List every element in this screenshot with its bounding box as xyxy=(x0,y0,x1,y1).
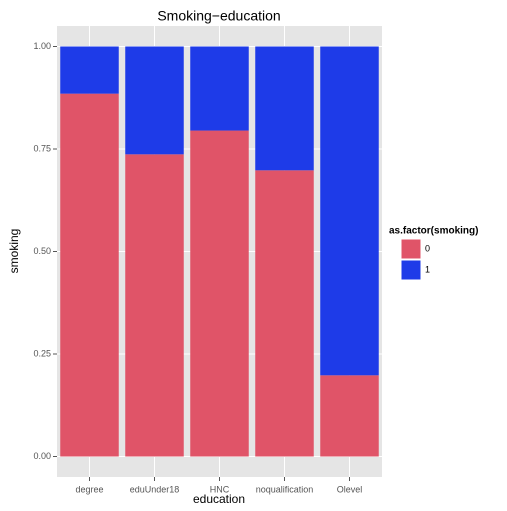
bar-segment xyxy=(255,170,314,457)
legend-label: 0 xyxy=(425,243,430,253)
y-tick-label: 0.75 xyxy=(33,143,51,153)
x-axis-label: education xyxy=(193,492,245,506)
x-tick-label: Olevel xyxy=(337,484,363,494)
x-tick-label: eduUnder18 xyxy=(130,484,180,494)
chart-title: Smoking−education xyxy=(157,8,280,24)
bar-segment xyxy=(320,375,379,457)
legend-swatch xyxy=(400,238,422,260)
x-tick-label: HNC xyxy=(210,484,230,494)
bar-segment xyxy=(320,46,379,376)
bar-segment xyxy=(60,93,119,457)
bar-segment xyxy=(190,130,249,457)
y-axis-label: smoking xyxy=(7,229,21,274)
bar-segment xyxy=(125,154,184,457)
bar-segment xyxy=(60,46,119,94)
y-tick-label: 1.00 xyxy=(33,41,51,51)
y-tick-label: 0.25 xyxy=(33,348,51,358)
legend-title: as.factor(smoking) xyxy=(389,226,478,237)
bar-segment xyxy=(125,46,184,155)
y-tick-label: 0.50 xyxy=(33,246,51,256)
bar-segment xyxy=(190,46,249,131)
x-tick-label: noqualification xyxy=(256,484,314,494)
legend-swatch xyxy=(400,259,422,281)
y-tick-label: 0.00 xyxy=(33,451,51,461)
bar-segment xyxy=(255,46,314,171)
x-tick-label: degree xyxy=(75,484,103,494)
legend-label: 1 xyxy=(425,264,430,274)
